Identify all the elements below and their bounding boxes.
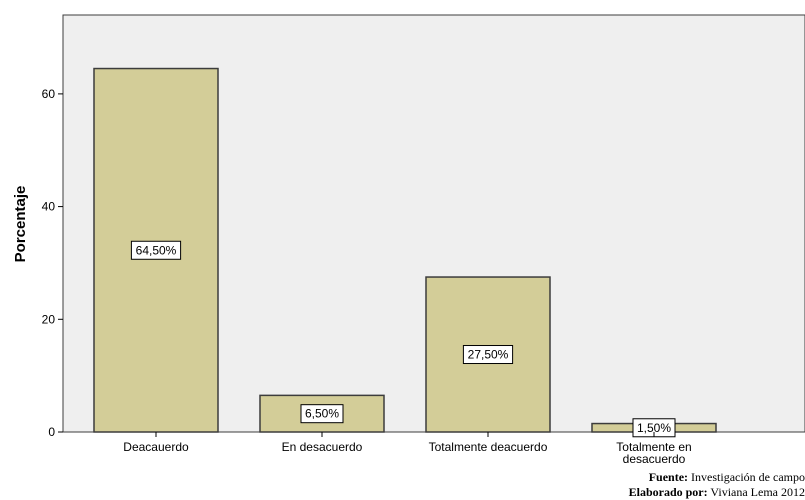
source-text: Investigación de campo: [688, 470, 805, 484]
bars-group: 64,50% 6,50% 27,50% 1,50%: [93, 67, 717, 438]
data-label-box: [130, 240, 182, 260]
data-label: 1,50%: [637, 421, 671, 435]
source-note: Fuente: Investigación de campo: [649, 470, 805, 485]
data-label: 6,50%: [305, 407, 339, 421]
y-tick-label: 20: [42, 312, 56, 326]
author-label: Elaborado por:: [628, 485, 708, 499]
x-axis: Deacauerdo En desacuerdo Totalmente deacue…: [123, 432, 692, 466]
y-tick-label: 40: [42, 200, 56, 214]
data-label: 64,50%: [136, 243, 177, 257]
author-note: Elaborado por: Viviana Lema 2012: [629, 485, 805, 500]
author-text: Viviana Lema 2012: [707, 485, 805, 499]
x-tick-label: Deacauerdo: [123, 440, 189, 454]
y-axis: 0 20 40 60: [42, 87, 63, 439]
x-tick-label: Totalmente en desacuerdo: [616, 440, 691, 466]
data-label-box: [462, 345, 514, 365]
data-label-box: [300, 404, 344, 424]
x-tick-label: En desacuerdo: [282, 440, 363, 454]
y-tick-label: 0: [48, 425, 55, 439]
x-tick-label: Totalmente deacuerdo: [429, 440, 548, 454]
source-label: Fuente:: [648, 470, 689, 484]
y-tick-label: 60: [42, 87, 56, 101]
data-label: 27,50%: [468, 348, 509, 362]
y-axis-label: Porcentaje: [12, 186, 29, 263]
